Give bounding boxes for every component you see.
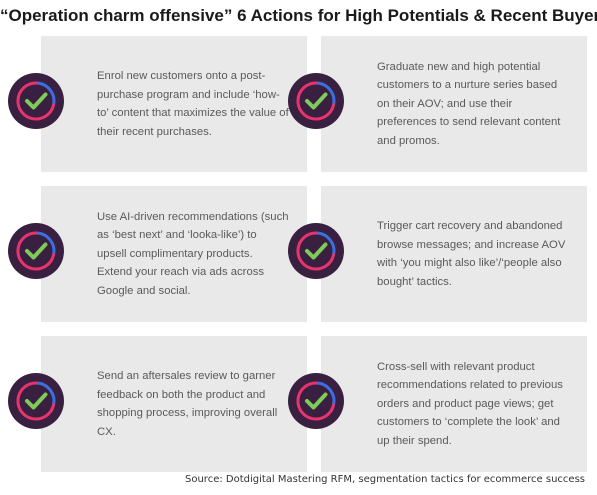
check-circle-icon	[287, 372, 345, 430]
action-card-text: Send an aftersales review to garner feed…	[97, 370, 278, 438]
action-card: Use AI-driven recommendations (such as ‘…	[41, 186, 307, 322]
action-card: Trigger cart recovery and abandoned brow…	[321, 186, 587, 322]
source-caption: Source: Dotdigital Mastering RFM, segmen…	[185, 474, 585, 485]
action-card-text: Graduate new and high potential customer…	[377, 60, 561, 147]
action-card: Enrol new customers onto a post-purchase…	[41, 36, 307, 172]
action-card: Send an aftersales review to garner feed…	[41, 336, 307, 472]
action-card-text: Enrol new customers onto a post-purchase…	[97, 70, 289, 138]
page-title: “Operation charm offensive” 6 Actions fo…	[0, 6, 597, 25]
check-circle-icon	[7, 222, 65, 280]
action-card: Graduate new and high potential customer…	[321, 36, 587, 172]
check-circle-icon	[7, 372, 65, 430]
check-circle-icon	[7, 72, 65, 130]
action-card-text: Cross-sell with relevant product recomme…	[377, 360, 563, 447]
action-card-text: Trigger cart recovery and abandoned brow…	[377, 220, 566, 288]
action-card-text: Use AI-driven recommendations (such as ‘…	[97, 210, 289, 297]
action-card: Cross-sell with relevant product recomme…	[321, 336, 587, 472]
check-circle-icon	[287, 72, 345, 130]
check-circle-icon	[287, 222, 345, 280]
